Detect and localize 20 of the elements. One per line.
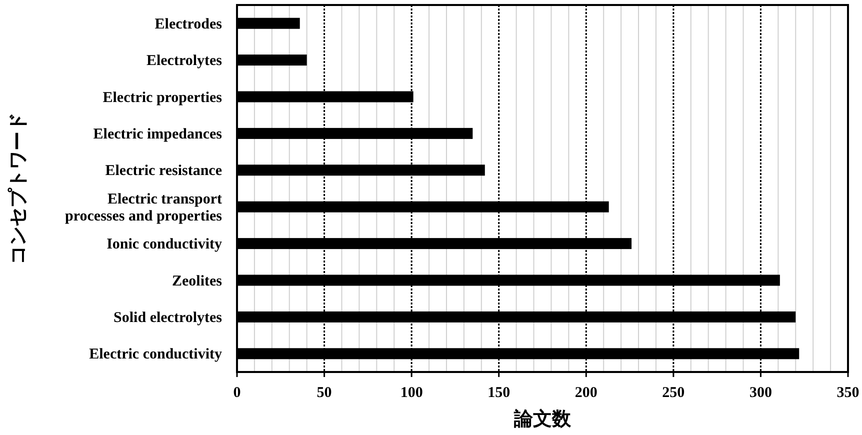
x-tick-label: 0: [233, 385, 241, 401]
y-axis-title: コンセプトワード: [7, 112, 29, 264]
y-tick-label: Electric properties: [102, 90, 222, 106]
x-tick-label: 50: [316, 385, 332, 401]
x-tick-label: 150: [488, 385, 510, 401]
x-tick-label: 100: [400, 385, 423, 401]
y-tick-label: Ionic conductivity: [106, 236, 222, 253]
y-tick-label: Electrolytes: [146, 53, 222, 70]
x-tick-label: 350: [836, 385, 860, 401]
y-tick-label: Electric transport processes and properties: [65, 191, 222, 224]
y-tick-label: Solid electrolytes: [114, 310, 222, 326]
x-tick-label: 200: [574, 385, 598, 401]
y-tick-label: Electrodes: [154, 16, 222, 32]
y-tick-label: Electric conductivity: [89, 346, 222, 363]
y-tick-label: Electric resistance: [105, 163, 222, 180]
x-tick-label: 300: [749, 385, 772, 401]
y-tick-label: Electric impedances: [93, 126, 222, 142]
y-tick-label: Zeolites: [172, 273, 222, 290]
x-axis-title: 論文数: [513, 408, 572, 430]
x-tick-label: 250: [662, 385, 685, 401]
